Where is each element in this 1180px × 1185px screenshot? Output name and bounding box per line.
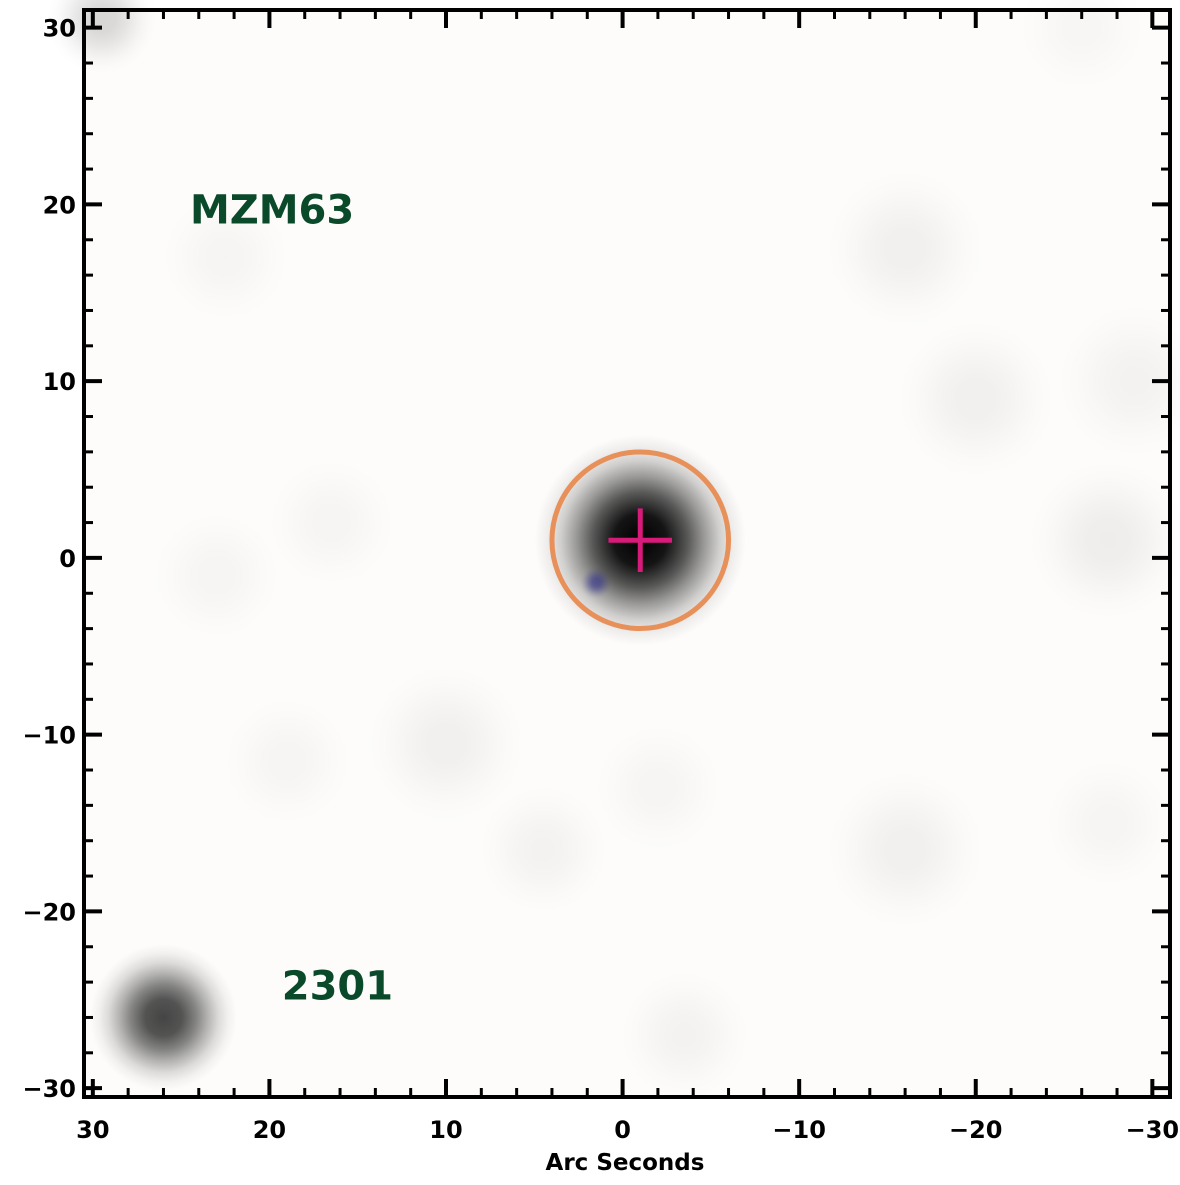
x-tick-label: 20 <box>253 1116 286 1144</box>
source-14 <box>147 506 286 645</box>
source-4 <box>822 165 988 332</box>
source-18 <box>1012 0 1151 97</box>
source-label-1: 2301 <box>282 964 393 1010</box>
x-tick-label: −10 <box>772 1116 826 1144</box>
source-10 <box>822 766 988 933</box>
annotations-layer: MZM63 2301 <box>190 188 393 1010</box>
x-tick-label: −20 <box>949 1116 1003 1144</box>
source-11 <box>615 966 754 1105</box>
source-7 <box>1052 298 1180 464</box>
y-tick-label: −20 <box>22 898 76 926</box>
x-tick-label: 30 <box>76 1116 109 1144</box>
source-5 <box>893 316 1059 482</box>
x-tick-label: −30 <box>1126 1116 1180 1144</box>
source-12 <box>156 188 295 327</box>
x-tick-label: 0 <box>614 1116 631 1144</box>
source-16 <box>589 718 727 857</box>
aperture-circle <box>549 449 732 632</box>
y-tick-label: 20 <box>43 191 76 219</box>
source-2 <box>580 566 613 599</box>
y-tick-label: −10 <box>22 722 76 750</box>
y-tick-label: −30 <box>22 1075 76 1103</box>
y-tick-label: 10 <box>43 368 76 396</box>
x-axis-label: Arc Seconds <box>546 1150 705 1176</box>
source-9 <box>474 780 612 919</box>
source-8 <box>363 660 529 827</box>
source-17 <box>1039 754 1178 892</box>
source-label-0: MZM63 <box>190 188 354 234</box>
plot-frame <box>82 8 1172 1099</box>
overlay-layer <box>549 449 732 632</box>
source-13 <box>262 453 401 592</box>
source-6 <box>1025 457 1180 623</box>
source-15 <box>218 692 356 831</box>
sources-layer <box>46 0 1180 1105</box>
source-1 <box>90 944 237 1091</box>
ticks-layer <box>84 10 1170 1097</box>
y-tick-label: 0 <box>59 545 76 573</box>
x-tick-label: 10 <box>429 1116 462 1144</box>
y-tick-label: 30 <box>43 15 76 43</box>
